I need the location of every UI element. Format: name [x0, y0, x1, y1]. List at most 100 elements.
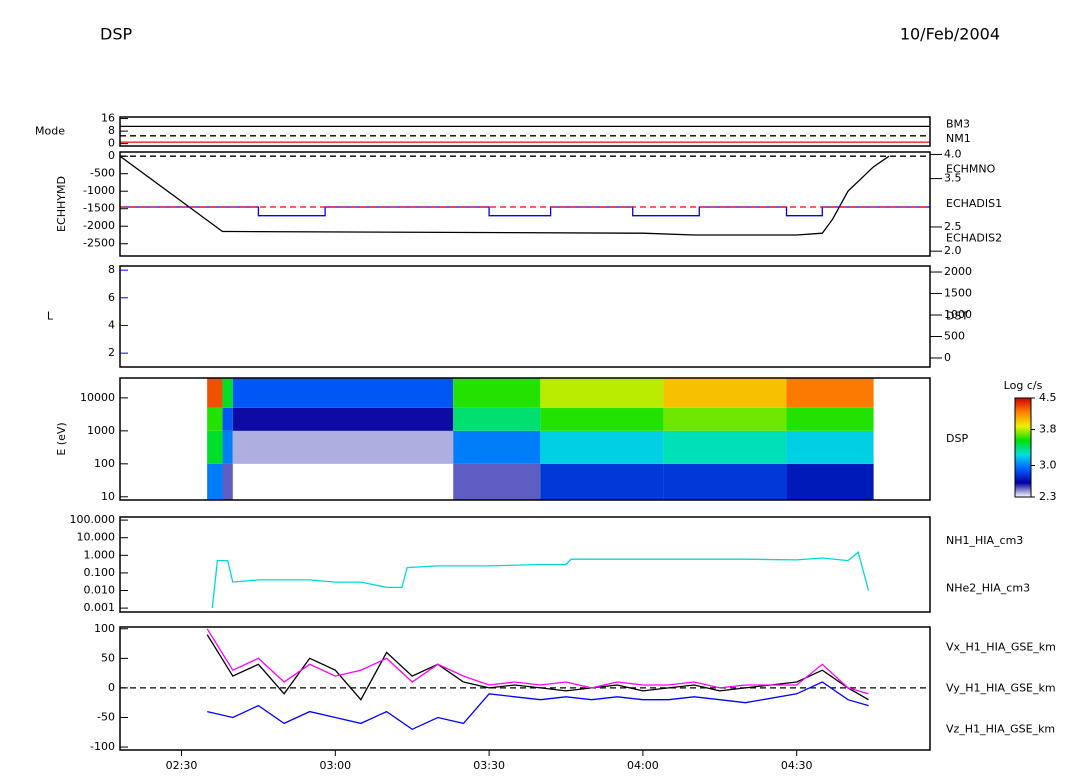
heat-cell — [232, 407, 454, 431]
series-line — [120, 155, 890, 236]
colorbar-tick-label: 4.5 — [1039, 391, 1057, 404]
heat-cell — [540, 378, 664, 408]
y-tick-label: -500 — [90, 167, 115, 180]
panel — [211, 551, 870, 609]
y-axis-label: ECHHYMD — [55, 176, 68, 232]
y-tick-label: 100 — [94, 457, 115, 470]
y-tick-label: -100 — [90, 740, 115, 753]
y-tick-label: 16 — [101, 112, 115, 125]
chart-title: DSP — [100, 25, 132, 44]
heat-cell — [663, 378, 787, 408]
panel-frame — [119, 516, 931, 613]
y2-tick-label: 3.5 — [944, 172, 962, 185]
heat-cell — [453, 378, 541, 408]
heat-cell — [222, 463, 233, 500]
series-line — [206, 634, 869, 701]
x-tick-label: 02:30 — [166, 759, 198, 772]
panel-frame — [119, 151, 931, 257]
y-tick-label: 6 — [108, 291, 115, 304]
heat-cell — [207, 407, 223, 431]
heat-cell — [786, 407, 874, 431]
y-tick-label: 4 — [108, 318, 115, 331]
heat-cell — [663, 407, 787, 431]
y2-tick-label: 1000 — [944, 308, 972, 321]
y2-tick-label: 1500 — [944, 287, 972, 300]
right-label: NM1 — [946, 132, 971, 145]
right-label: Vy_H1_HIA_GSE_km — [946, 682, 1056, 695]
heat-cell — [207, 378, 223, 408]
right-label: Vx_H1_HIA_GSE_km — [946, 641, 1056, 654]
heat-cell — [222, 430, 233, 464]
y2-tick-label: 0 — [944, 351, 951, 364]
x-tick-label: 04:00 — [627, 759, 659, 772]
panel-frame — [119, 626, 931, 751]
right-label: NHe2_HIA_cm3 — [946, 581, 1030, 594]
y-tick-label: -1000 — [83, 184, 115, 197]
y-tick-label: 0.010 — [84, 583, 116, 596]
y-tick-label: 2 — [108, 346, 115, 359]
y-tick-label: 0.001 — [84, 601, 116, 614]
y-tick-label: 100.000 — [70, 513, 116, 526]
date: 10/Feb/2004 — [900, 25, 1000, 44]
colorbar-tick-label: 3.0 — [1039, 459, 1057, 472]
y-axis-label: L — [47, 310, 54, 323]
heat-cell — [786, 430, 874, 464]
colorbar-tick-label: 2.3 — [1039, 490, 1057, 503]
y2-tick-label: 500 — [944, 329, 965, 342]
y-tick-label: 50 — [101, 651, 115, 664]
heat-cell — [222, 407, 233, 431]
right-label: Vz_H1_HIA_GSE_km — [946, 723, 1055, 736]
series-line — [120, 206, 930, 217]
right-label: DSP — [946, 432, 968, 445]
panel — [120, 155, 930, 236]
y-tick-label: 10000 — [80, 391, 115, 404]
y2-tick-label: 2.5 — [944, 220, 962, 233]
heat-cell — [540, 463, 664, 500]
colorbar-tick-label: 3.8 — [1039, 423, 1057, 436]
heat-cell — [453, 430, 541, 464]
y-tick-label: -50 — [97, 710, 115, 723]
heat-cell — [786, 378, 874, 408]
y-tick-label: -1500 — [83, 202, 115, 215]
y-tick-label: 0.100 — [84, 566, 116, 579]
heat-cell — [663, 463, 787, 500]
panel-frame — [119, 377, 931, 501]
heat-cell — [207, 463, 223, 500]
colorbar — [1014, 397, 1032, 498]
heat-cell — [540, 430, 664, 464]
right-label: DST — [946, 310, 968, 323]
heat-cell — [232, 430, 454, 464]
y-tick-label: 8 — [108, 124, 115, 137]
y-tick-label: 1000 — [87, 424, 115, 437]
y2-tick-label: 4.0 — [944, 147, 962, 160]
y-tick-label: 8 — [108, 263, 115, 276]
y-tick-label: 100 — [94, 622, 115, 635]
heat-cell — [540, 407, 664, 431]
heat-cell — [453, 463, 541, 500]
colorbar-title: Log c/s — [1004, 379, 1043, 392]
heat-cell — [786, 463, 874, 500]
heat-cell — [207, 430, 223, 464]
right-label: ECHADIS1 — [946, 197, 1002, 210]
heat-cell — [663, 430, 787, 464]
series-line — [211, 551, 870, 609]
right-label: NH1_HIA_cm3 — [946, 534, 1023, 547]
panel-frame — [119, 265, 931, 368]
heat-cell — [222, 378, 233, 408]
y-axis-label: E (eV) — [55, 422, 68, 455]
y2-tick-label: 2.0 — [944, 244, 962, 257]
series-line — [207, 681, 869, 731]
y2-tick-label: 2000 — [944, 265, 972, 278]
series-line — [206, 628, 869, 695]
y-tick-label: 10.000 — [77, 531, 116, 544]
x-tick-label: 04:30 — [781, 759, 813, 772]
y-tick-label: 1.000 — [84, 548, 116, 561]
panel — [120, 628, 930, 731]
right-label: ECHMNO — [946, 162, 996, 175]
y-axis-label: Mode — [35, 125, 65, 138]
x-tick-label: 03:00 — [319, 759, 351, 772]
y-tick-label: -2000 — [83, 219, 115, 232]
panel — [120, 125, 930, 143]
right-label: BM3 — [946, 117, 970, 130]
